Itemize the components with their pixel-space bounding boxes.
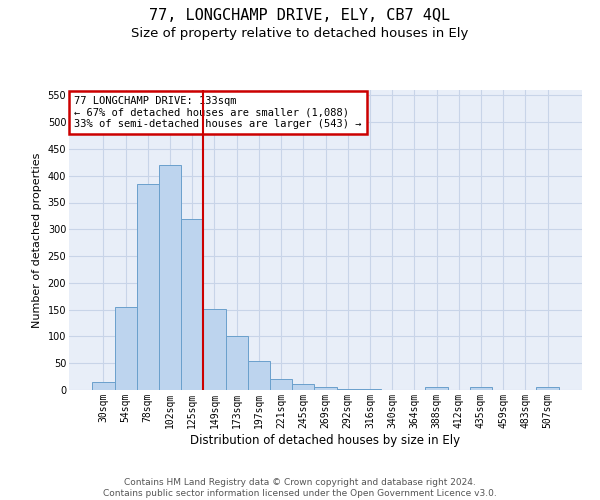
- Bar: [470, 388, 492, 390]
- Bar: [92, 382, 115, 390]
- Bar: [137, 184, 159, 390]
- Text: 77, LONGCHAMP DRIVE, ELY, CB7 4QL: 77, LONGCHAMP DRIVE, ELY, CB7 4QL: [149, 8, 451, 22]
- Y-axis label: Number of detached properties: Number of detached properties: [32, 152, 42, 328]
- Bar: [159, 165, 181, 390]
- X-axis label: Distribution of detached houses by size in Ely: Distribution of detached houses by size …: [190, 434, 461, 446]
- Bar: [115, 307, 137, 390]
- Bar: [270, 380, 292, 390]
- Bar: [181, 218, 203, 390]
- Bar: [248, 360, 270, 390]
- Text: 77 LONGCHAMP DRIVE: 133sqm
← 67% of detached houses are smaller (1,088)
33% of s: 77 LONGCHAMP DRIVE: 133sqm ← 67% of deta…: [74, 96, 362, 129]
- Bar: [292, 384, 314, 390]
- Bar: [536, 388, 559, 390]
- Bar: [226, 336, 248, 390]
- Text: Size of property relative to detached houses in Ely: Size of property relative to detached ho…: [131, 28, 469, 40]
- Bar: [425, 388, 448, 390]
- Bar: [314, 388, 337, 390]
- Text: Contains HM Land Registry data © Crown copyright and database right 2024.
Contai: Contains HM Land Registry data © Crown c…: [103, 478, 497, 498]
- Bar: [203, 308, 226, 390]
